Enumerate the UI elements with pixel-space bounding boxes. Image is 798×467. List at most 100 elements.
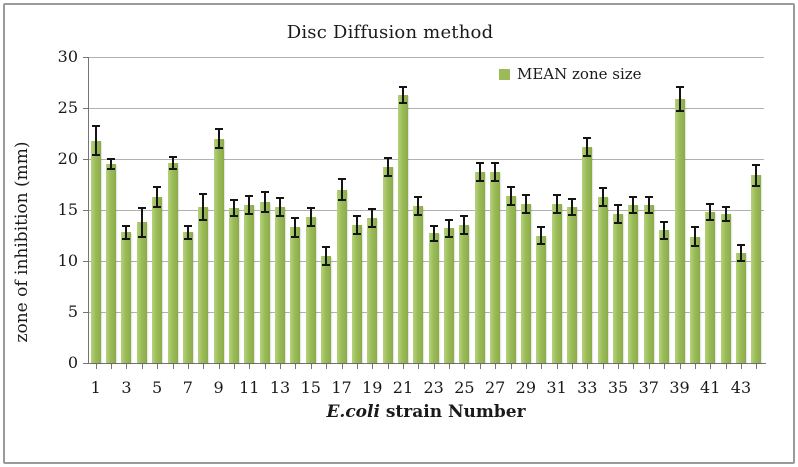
error-cap-top-strain-42 bbox=[721, 205, 730, 208]
error-cap-top-strain-17 bbox=[337, 178, 346, 181]
error-bar-strain-37 bbox=[647, 196, 650, 214]
error-cap-top-strain-5 bbox=[153, 185, 162, 188]
error-cap-top-strain-3 bbox=[122, 225, 131, 228]
y-tick-10 bbox=[83, 261, 88, 262]
error-bar-strain-26 bbox=[478, 163, 481, 182]
bar-strain-21 bbox=[397, 94, 408, 363]
x-tick-3 bbox=[126, 364, 128, 369]
error-cap-bottom-strain-13 bbox=[276, 215, 285, 218]
bar-strain-28 bbox=[505, 195, 516, 363]
bar-strain-5 bbox=[152, 196, 163, 363]
error-cap-top-strain-9 bbox=[214, 128, 223, 131]
error-cap-top-strain-16 bbox=[322, 245, 331, 248]
x-tick-22 bbox=[418, 364, 420, 369]
bar-strain-16 bbox=[321, 255, 332, 363]
x-tick-label-5: 5 bbox=[152, 378, 163, 397]
error-bar-strain-7 bbox=[186, 226, 189, 239]
y-axis-title: zone of inhibition (mm) bbox=[12, 141, 32, 343]
y-tick-label-30: 30 bbox=[57, 47, 78, 66]
error-cap-top-strain-7 bbox=[183, 225, 192, 228]
bar-strain-12 bbox=[259, 201, 270, 363]
x-axis-title-rest: strain Number bbox=[379, 402, 526, 422]
error-cap-bottom-strain-41 bbox=[706, 219, 715, 222]
bar-strain-36 bbox=[628, 204, 639, 363]
y-tick-5 bbox=[83, 312, 88, 313]
error-cap-bottom-strain-4 bbox=[137, 235, 146, 238]
x-axis-title: E.coli strain Number bbox=[88, 402, 764, 422]
x-tick-37 bbox=[648, 364, 650, 369]
error-cap-bottom-strain-6 bbox=[168, 168, 177, 171]
error-cap-bottom-strain-27 bbox=[491, 180, 500, 183]
x-tick-label-1: 1 bbox=[90, 378, 101, 397]
bar-strain-41 bbox=[705, 212, 716, 363]
bar-strain-25 bbox=[459, 225, 470, 363]
error-cap-bottom-strain-20 bbox=[383, 175, 392, 178]
error-cap-bottom-strain-1 bbox=[91, 153, 100, 156]
error-cap-top-strain-27 bbox=[491, 162, 500, 165]
error-cap-bottom-strain-5 bbox=[153, 205, 162, 208]
chart-title: Disc Diffusion method bbox=[286, 22, 494, 43]
x-tick-19 bbox=[372, 364, 374, 369]
bar-strain-2 bbox=[106, 164, 117, 363]
error-bar-strain-8 bbox=[202, 193, 205, 221]
error-bar-strain-33 bbox=[586, 137, 589, 156]
x-tick-41 bbox=[710, 364, 712, 369]
error-bar-strain-18 bbox=[355, 216, 358, 235]
bar-strain-29 bbox=[520, 203, 531, 363]
x-tick-label-41: 41 bbox=[700, 378, 721, 397]
error-cap-bottom-strain-32 bbox=[567, 214, 576, 217]
error-cap-top-strain-26 bbox=[475, 162, 484, 165]
error-cap-bottom-strain-9 bbox=[214, 146, 223, 149]
x-tick-label-7: 7 bbox=[182, 378, 193, 397]
error-bar-strain-40 bbox=[693, 227, 696, 246]
error-cap-bottom-strain-3 bbox=[122, 237, 131, 240]
x-tick-42 bbox=[725, 364, 727, 369]
error-cap-bottom-strain-23 bbox=[429, 239, 438, 242]
error-cap-top-strain-36 bbox=[629, 195, 638, 198]
error-cap-bottom-strain-15 bbox=[306, 225, 315, 228]
x-tick-18 bbox=[356, 364, 358, 369]
x-tick-9 bbox=[218, 364, 220, 369]
error-bar-strain-3 bbox=[125, 226, 128, 239]
x-tick-29 bbox=[525, 364, 527, 369]
gridline-30 bbox=[88, 57, 764, 58]
error-cap-top-strain-12 bbox=[260, 190, 269, 193]
x-tick-label-13: 13 bbox=[269, 378, 291, 397]
x-tick-label-19: 19 bbox=[362, 378, 383, 397]
error-cap-bottom-strain-24 bbox=[445, 235, 454, 238]
gridline-25 bbox=[88, 108, 764, 109]
x-tick-label-25: 25 bbox=[454, 378, 475, 397]
x-tick-label-29: 29 bbox=[515, 378, 537, 397]
x-tick-15 bbox=[310, 364, 312, 369]
x-tick-23 bbox=[433, 364, 435, 369]
error-bar-strain-35 bbox=[617, 204, 620, 224]
x-tick-44 bbox=[756, 364, 758, 369]
legend-swatch-icon bbox=[499, 68, 510, 80]
x-tick-6 bbox=[172, 364, 174, 369]
error-cap-top-strain-33 bbox=[583, 136, 592, 139]
error-cap-top-strain-10 bbox=[229, 198, 238, 201]
x-tick-21 bbox=[402, 364, 404, 369]
error-cap-bottom-strain-30 bbox=[537, 242, 546, 245]
error-cap-bottom-strain-29 bbox=[521, 212, 530, 215]
error-bar-strain-43 bbox=[739, 244, 742, 261]
legend-label: MEAN zone size bbox=[517, 65, 642, 83]
error-cap-top-strain-18 bbox=[352, 215, 361, 218]
error-bar-strain-31 bbox=[555, 194, 558, 214]
error-cap-bottom-strain-17 bbox=[337, 198, 346, 201]
x-tick-label-15: 15 bbox=[300, 378, 321, 397]
error-bar-strain-4 bbox=[140, 207, 143, 237]
error-bar-strain-17 bbox=[340, 179, 343, 200]
x-tick-24 bbox=[449, 364, 451, 369]
error-cap-top-strain-15 bbox=[306, 206, 315, 209]
error-bar-strain-6 bbox=[171, 156, 174, 170]
error-cap-top-strain-32 bbox=[567, 197, 576, 200]
bar-strain-7 bbox=[182, 232, 193, 363]
error-bar-strain-5 bbox=[156, 186, 159, 207]
x-tick-label-39: 39 bbox=[669, 378, 690, 397]
x-tick-label-35: 35 bbox=[607, 378, 629, 397]
x-tick-20 bbox=[387, 364, 389, 369]
error-cap-bottom-strain-26 bbox=[475, 180, 484, 183]
error-cap-top-strain-40 bbox=[690, 226, 699, 229]
